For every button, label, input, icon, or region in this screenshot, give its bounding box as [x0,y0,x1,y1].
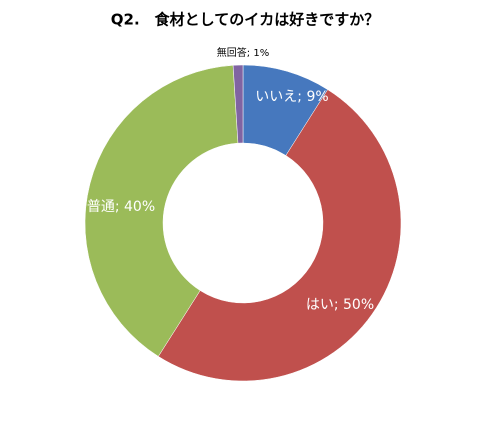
data-label: 無回答; 1% [217,46,269,59]
data-label: 普通; 40% [87,199,155,215]
donut-slice [232,64,244,144]
chart-title: Q2. 食材としてのイカは好きですか？ [111,11,379,29]
data-label: いいえ; 9% [255,89,328,105]
donut-slice [84,65,239,357]
data-label: はい; 50% [306,297,374,313]
